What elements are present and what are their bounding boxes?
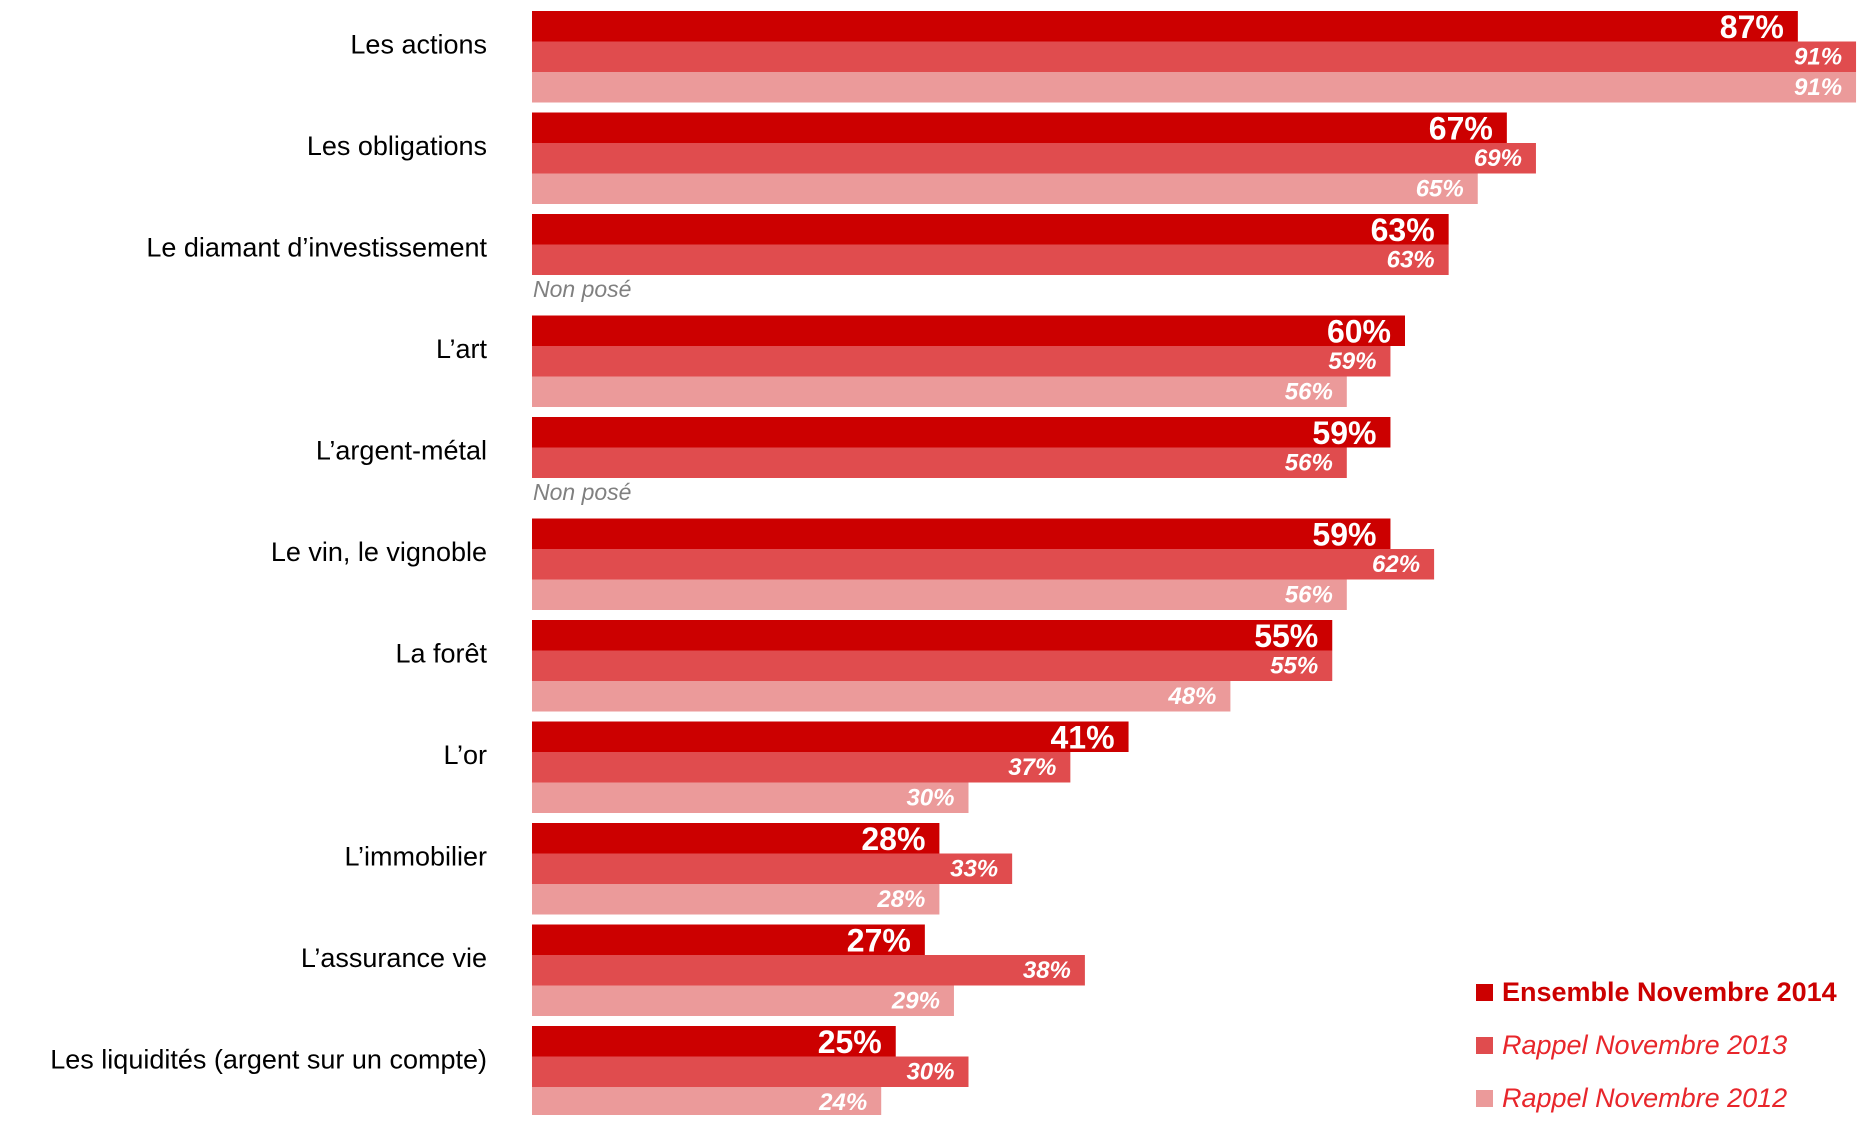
data-label: 56% bbox=[1285, 450, 1333, 477]
category-label: L’art bbox=[436, 334, 488, 364]
bar-2014 bbox=[532, 721, 1129, 752]
data-label: 91% bbox=[1794, 74, 1842, 101]
bar-2014 bbox=[532, 417, 1391, 448]
data-label: 41% bbox=[1051, 720, 1115, 756]
category-label: L’or bbox=[443, 740, 487, 770]
data-label: 59% bbox=[1312, 415, 1376, 451]
bar-2012 bbox=[532, 173, 1478, 204]
bar-2012 bbox=[532, 985, 954, 1016]
data-label: 59% bbox=[1328, 348, 1376, 375]
legend-label-2012: Rappel Novembre 2012 bbox=[1502, 1083, 1788, 1113]
bar-2013 bbox=[532, 1056, 969, 1087]
legend-label-2014: Ensemble Novembre 2014 bbox=[1502, 977, 1837, 1007]
bar-2014 bbox=[532, 11, 1798, 42]
data-label: 30% bbox=[906, 1059, 954, 1086]
data-label: 91% bbox=[1794, 44, 1842, 71]
data-label: 69% bbox=[1474, 145, 1522, 172]
legend-item-2012: Rappel Novembre 2012 bbox=[1476, 1072, 1856, 1125]
data-label: 33% bbox=[950, 856, 998, 883]
bar-2013 bbox=[532, 244, 1449, 275]
bar-2014 bbox=[532, 214, 1449, 245]
data-label: 63% bbox=[1387, 247, 1435, 274]
category-label: Le vin, le vignoble bbox=[271, 537, 487, 567]
bar-2012 bbox=[532, 72, 1857, 103]
data-label: 27% bbox=[847, 923, 911, 959]
bar-2012 bbox=[532, 884, 940, 915]
data-label: 55% bbox=[1270, 653, 1318, 680]
not-asked-label: Non posé bbox=[533, 276, 631, 302]
data-label: 38% bbox=[1023, 957, 1071, 984]
category-label: Les actions bbox=[350, 30, 487, 60]
bar-2014 bbox=[532, 315, 1405, 346]
chart-legend: Ensemble Novembre 2014 Rappel Novembre 2… bbox=[1476, 966, 1856, 1125]
legend-swatch-2012 bbox=[1476, 1090, 1493, 1107]
data-label: 56% bbox=[1285, 582, 1333, 609]
bar-2014 bbox=[532, 1026, 896, 1057]
bar-2013 bbox=[532, 346, 1391, 377]
data-label: 87% bbox=[1720, 9, 1784, 45]
data-label: 55% bbox=[1254, 618, 1318, 654]
bar-2013 bbox=[532, 143, 1536, 174]
legend-label-2013: Rappel Novembre 2013 bbox=[1502, 1030, 1788, 1060]
data-label: 65% bbox=[1416, 176, 1464, 203]
bar-2013 bbox=[532, 853, 1013, 884]
bar-2013 bbox=[532, 549, 1435, 580]
data-label: 62% bbox=[1372, 551, 1420, 578]
data-label: 67% bbox=[1429, 111, 1493, 147]
bar-2014 bbox=[532, 518, 1391, 549]
legend-swatch-2014 bbox=[1476, 984, 1493, 1001]
data-label: 28% bbox=[861, 821, 925, 857]
bar-2012 bbox=[532, 782, 969, 813]
category-label: Les liquidités (argent sur un compte) bbox=[50, 1045, 487, 1075]
not-asked-label: Non posé bbox=[533, 479, 631, 505]
bar-2013 bbox=[532, 955, 1085, 986]
data-label: 28% bbox=[876, 886, 925, 913]
bar-2014 bbox=[532, 112, 1507, 143]
data-label: 30% bbox=[906, 785, 954, 812]
bar-2013 bbox=[532, 752, 1071, 783]
data-label: 37% bbox=[1008, 754, 1056, 781]
category-label: L’immobilier bbox=[344, 842, 487, 872]
bar-2014 bbox=[532, 620, 1333, 651]
bar-2012 bbox=[532, 681, 1231, 712]
bar-2012 bbox=[532, 579, 1347, 610]
category-label: Les obligations bbox=[307, 131, 487, 161]
data-label: 25% bbox=[818, 1024, 882, 1060]
category-label: La forêt bbox=[395, 639, 487, 669]
data-label: 24% bbox=[818, 1089, 867, 1115]
data-label: 29% bbox=[891, 988, 940, 1015]
bar-2014 bbox=[532, 823, 940, 854]
legend-item-2013: Rappel Novembre 2013 bbox=[1476, 1019, 1856, 1072]
data-label: 60% bbox=[1327, 314, 1391, 350]
category-label: L’argent-métal bbox=[316, 436, 487, 466]
category-label: L’assurance vie bbox=[301, 943, 487, 973]
bar-2014 bbox=[532, 924, 925, 955]
legend-item-2014: Ensemble Novembre 2014 bbox=[1476, 966, 1856, 1019]
bar-2013 bbox=[532, 650, 1333, 681]
bar-2013 bbox=[532, 41, 1857, 72]
bar-2012 bbox=[532, 1087, 882, 1115]
bar-2012 bbox=[532, 376, 1347, 407]
bar-2013 bbox=[532, 447, 1347, 478]
data-label: 63% bbox=[1371, 212, 1435, 248]
data-label: 48% bbox=[1167, 683, 1216, 710]
data-label: 59% bbox=[1312, 517, 1376, 553]
data-label: 56% bbox=[1285, 379, 1333, 406]
category-label: Le diamant d’investissement bbox=[146, 233, 487, 263]
legend-swatch-2013 bbox=[1476, 1037, 1493, 1054]
